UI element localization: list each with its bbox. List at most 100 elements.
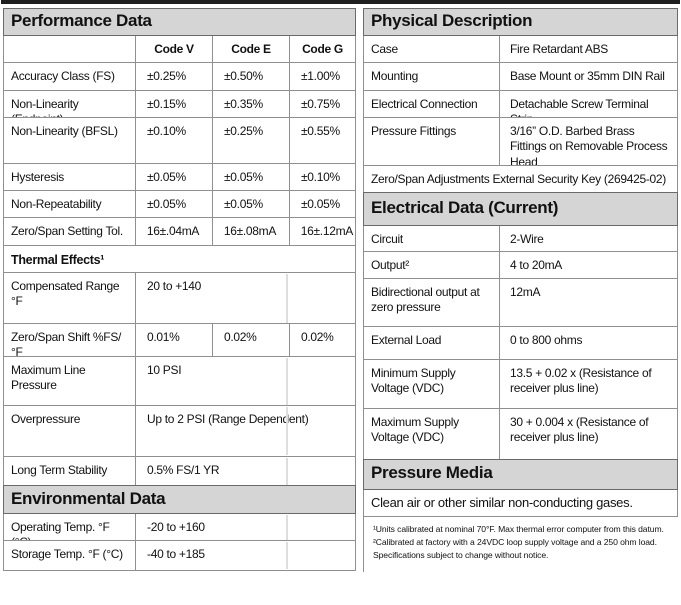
circuit-label: Circuit [371, 231, 403, 246]
operating-temp-value: -20 to +160 [135, 513, 355, 541]
row-hysteresis: Hysteresis ±0.05% ±0.05% ±0.10% [3, 162, 356, 192]
zero-span-shift-code-v: 0.01% [135, 324, 212, 356]
nonlinearity-bfsl-label: Non-Linearity (BFSL) [11, 124, 118, 138]
pressure-media-header: Pressure Media [363, 458, 678, 490]
nonlinearity-bfsl-code-g: ±0.55% [289, 118, 355, 163]
storage-temp-label: Storage Temp. °F (°C) [11, 547, 123, 561]
column-header-code-g: Code G [289, 35, 355, 63]
external-load-value: 0 to 800 ohms [499, 327, 677, 359]
row-zero-span-setting-tol: Zero/Span Setting Tol. 16±.04mA 16±.08mA… [3, 216, 356, 247]
maximum-line-pressure-value: 10 PSI [135, 356, 355, 406]
row-zero-span-shift: Zero/Span Shift %FS/°F 0.01% 0.02% 0.02% [3, 323, 356, 360]
footnote-1: ¹Units calibrated at nominal 70°F. Max t… [373, 523, 664, 534]
long-term-stability-label: Long Term Stability [11, 462, 108, 477]
non-repeatability-code-v: ±0.05% [135, 191, 212, 217]
column-header-code-e: Code E [212, 35, 289, 63]
bidirectional-output-label: Bidirectional output at zero pressure [371, 284, 480, 314]
long-term-stability-value: 0.5% FS/1 YR [135, 456, 355, 486]
faint-column-divider [286, 457, 288, 485]
bidirectional-output-value: 12mA [499, 278, 677, 327]
electrical-connection-label: Electrical Connection [371, 96, 478, 111]
environmental-data-header: Environmental Data [3, 485, 356, 514]
footnote-3: Specifications subject to change without… [373, 550, 549, 561]
hysteresis-label: Hysteresis [11, 169, 65, 184]
electrical-connection-value: Detachable Screw Terminal Strip [499, 90, 677, 126]
pressure-fittings-value: 3/16” O.D. Barbed Brass Fittings on Remo… [499, 118, 677, 169]
row-compensated-range: Compensated Range °F 20 to +140 [3, 271, 356, 325]
storage-temp-value: -40 to +185 [135, 541, 355, 570]
faint-column-divider [286, 407, 288, 455]
physical-description-title: Physical Description [371, 11, 533, 30]
performance-table: Performance Data Code V Code E Code G Ac… [3, 8, 356, 571]
accuracy-class-code-e: ±0.50% [212, 63, 289, 90]
zero-span-shift-label: Zero/Span Shift %FS/°F [11, 330, 122, 360]
accuracy-class-code-g: ±1.00% [289, 63, 355, 90]
row-overpressure: Overpressure Up to 2 PSI (Range Dependen… [3, 405, 356, 457]
accuracy-class-code-v: ±0.25% [135, 63, 212, 90]
performance-data-header: Performance Data [3, 8, 356, 36]
output-label: Output² [371, 258, 409, 272]
nonlinearity-endpoint-code-e: ±0.35% [212, 90, 289, 118]
zero-span-setting-tol-code-e: 16±.08mA [211, 217, 289, 246]
performance-data-title: Performance Data [11, 11, 152, 30]
pressure-media-content: Clean air or other similar non-conductin… [371, 495, 633, 510]
operating-temp-label: Operating Temp. °F (°C) [11, 519, 110, 549]
case-value: Fire Retardant ABS [499, 35, 677, 63]
non-repeatability-code-e: ±0.05% [212, 191, 289, 217]
row-operating-temp: Operating Temp. °F (°C) -20 to +160 [3, 512, 356, 549]
row-pressure-media-content: Clean air or other similar non-conductin… [363, 488, 678, 517]
zero-span-setting-tol-label: Zero/Span Setting Tol. [11, 223, 123, 238]
non-repeatability-code-g: ±0.05% [289, 191, 355, 217]
thermal-effects-subheader-row: Thermal Effects¹ [3, 245, 356, 273]
faint-column-divider [286, 514, 288, 540]
electrical-data-title: Electrical Data (Current) [371, 198, 559, 217]
row-nonlinearity-bfsl: Non-Linearity (BFSL) ±0.10% ±0.25% ±0.55… [3, 117, 356, 164]
row-accuracy-class: Accuracy Class (FS) ±0.25% ±0.50% ±1.00% [3, 62, 356, 91]
minimum-supply-voltage-value: 13.5 + 0.02 x (Resistance of receiver pl… [499, 359, 677, 409]
row-non-repeatability: Non-Repeatability ±0.05% ±0.05% ±0.05% [3, 190, 356, 218]
maximum-line-pressure-label: Maximum Line Pressure [11, 362, 86, 392]
zero-span-setting-tol-code-v: 16±.04mA [134, 217, 212, 246]
row-maximum-supply-voltage: Maximum Supply Voltage (VDC) 30 + 0.004 … [363, 408, 678, 460]
pressure-fittings-label: Pressure Fittings [371, 124, 456, 138]
maximum-supply-voltage-value: 30 + 0.004 x (Resistance of receiver plu… [499, 409, 677, 459]
physical-electrical-table: Physical Description Case Fire Retardant… [363, 8, 678, 572]
nonlinearity-endpoint-code-v: ±0.15% [135, 90, 212, 118]
row-electrical-connection: Electrical Connection Detachable Screw T… [363, 89, 678, 126]
accuracy-class-label: Accuracy Class (FS) [11, 69, 115, 83]
row-long-term-stability: Long Term Stability 0.5% FS/1 YR [3, 455, 356, 487]
overpressure-value: Up to 2 PSI (Range Dependent) [135, 406, 355, 456]
row-storage-temp: Storage Temp. °F (°C) -40 to +185 [3, 540, 356, 571]
top-rule [1, 0, 680, 4]
faint-column-divider [286, 357, 288, 405]
compensated-range-value: 20 to +140 [135, 272, 355, 324]
row-output: Output² 4 to 20mA [363, 251, 678, 279]
maximum-supply-voltage-label: Maximum Supply Voltage (VDC) [371, 415, 459, 445]
nonlinearity-endpoint-code-g: ±0.75% [289, 90, 355, 118]
nonlinearity-endpoint-label: Non-Linearity (Endpoint) [11, 96, 79, 126]
hysteresis-code-g: ±0.10% [289, 163, 355, 191]
row-circuit: Circuit 2-Wire [363, 224, 678, 253]
faint-column-divider [286, 273, 288, 323]
footnote-2: ²Calibrated at factory with a 24VDC loop… [373, 536, 657, 547]
zero-span-setting-tol-code-g: 16±.12mA [288, 217, 355, 246]
empty-corner-cell [4, 36, 135, 63]
column-header-code-v: Code V [135, 35, 212, 63]
row-external-load: External Load 0 to 800 ohms [363, 326, 678, 360]
nonlinearity-bfsl-code-v: ±0.10% [135, 118, 212, 163]
non-repeatability-label: Non-Repeatability [11, 197, 102, 211]
electrical-data-header: Electrical Data (Current) [363, 192, 678, 226]
zero-span-adjustments-note: Zero/Span Adjustments External Security … [371, 171, 666, 186]
circuit-value: 2-Wire [499, 225, 677, 252]
compensated-range-label: Compensated Range °F [11, 278, 120, 308]
row-zero-span-adjustments: Zero/Span Adjustments External Security … [363, 164, 678, 194]
row-minimum-supply-voltage: Minimum Supply Voltage (VDC) 13.5 + 0.02… [363, 358, 678, 410]
thermal-effects-subheader: Thermal Effects¹ [11, 253, 105, 267]
faint-column-divider [286, 542, 288, 569]
row-bidirectional-output: Bidirectional output at zero pressure 12… [363, 277, 678, 328]
mounting-label: Mounting [371, 69, 418, 83]
zero-span-shift-code-g: 0.02% [289, 324, 355, 356]
external-load-label: External Load [371, 333, 442, 347]
pressure-media-title: Pressure Media [371, 463, 493, 482]
